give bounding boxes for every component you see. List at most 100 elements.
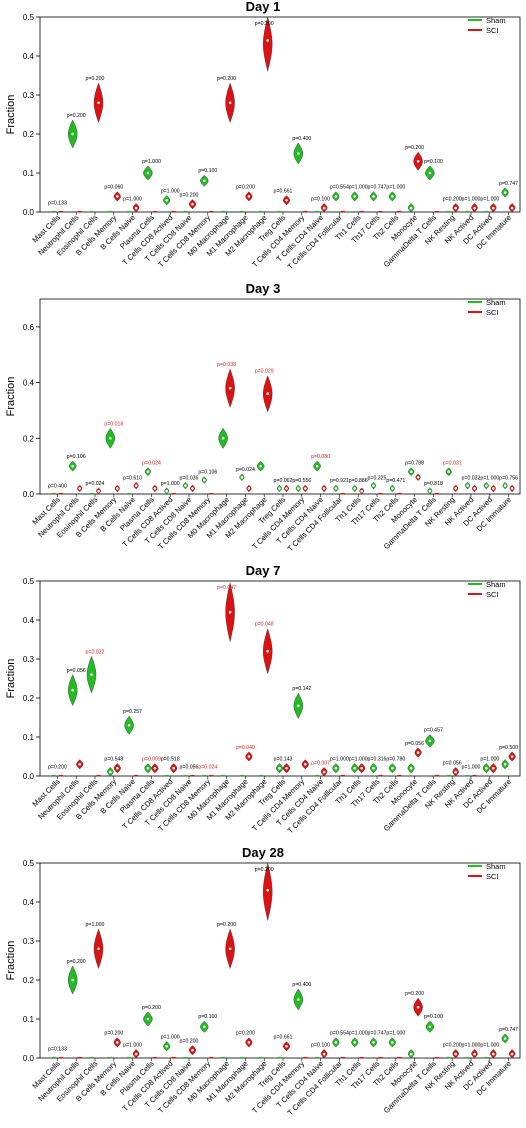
median-point bbox=[97, 101, 100, 105]
p-value-label: p=0.200 bbox=[180, 193, 199, 199]
p-value-label: p=0.106 bbox=[198, 470, 217, 476]
median-point bbox=[510, 1052, 514, 1056]
median-point bbox=[454, 1052, 458, 1056]
median-point bbox=[372, 195, 375, 198]
p-value-label: p=1.000 bbox=[161, 481, 180, 487]
median-point bbox=[71, 688, 74, 692]
p-value-label: p=1.000 bbox=[161, 189, 180, 195]
median-point bbox=[428, 171, 432, 175]
median-point bbox=[90, 673, 93, 676]
median-point bbox=[278, 487, 281, 490]
median-point bbox=[285, 199, 288, 202]
median-point bbox=[360, 489, 364, 493]
p-value-label: p=1.000 bbox=[349, 757, 368, 763]
p-value-label: p=1.000 bbox=[462, 764, 481, 770]
y-axis-label: Fraction bbox=[5, 377, 17, 417]
p-value-label: p=0.047 bbox=[217, 585, 236, 591]
p-value-label: p=0.788 bbox=[405, 461, 424, 467]
p-value-label: p=0.024 bbox=[86, 481, 105, 487]
y-tick-label: 0.2 bbox=[23, 694, 35, 703]
p-value-label: p=0.200 bbox=[142, 1005, 161, 1011]
p-value-label: p=0.100 bbox=[424, 159, 443, 165]
median-point bbox=[278, 766, 281, 770]
p-value-label: p=0.009 bbox=[142, 757, 161, 763]
y-tick-label: 0.3 bbox=[23, 91, 35, 100]
p-value-label: p=0.031 bbox=[443, 461, 462, 467]
median-point bbox=[391, 487, 394, 490]
p-value-label: p=0.100 bbox=[198, 168, 217, 174]
median-point bbox=[353, 487, 357, 490]
median-point bbox=[297, 152, 300, 155]
p-value-label: p=1.000 bbox=[86, 922, 105, 928]
median-point bbox=[221, 436, 225, 440]
median-point bbox=[503, 191, 507, 194]
median-point bbox=[353, 195, 357, 198]
p-value-label: p=0.200 bbox=[180, 1039, 199, 1045]
p-value-label: p=0.661 bbox=[274, 1035, 293, 1041]
median-point bbox=[503, 1037, 507, 1040]
y-axis-label: Fraction bbox=[5, 941, 17, 981]
y-tick-label: 0.4 bbox=[23, 898, 35, 907]
p-value-label: p=0.142 bbox=[292, 686, 311, 692]
y-tick-label: 0.2 bbox=[23, 130, 35, 139]
median-point bbox=[372, 1041, 375, 1044]
median-point bbox=[315, 464, 319, 468]
median-point bbox=[109, 436, 112, 440]
sci-violin bbox=[262, 862, 273, 921]
median-point bbox=[391, 766, 394, 770]
p-value-label: p=0.400 bbox=[292, 982, 311, 988]
median-point bbox=[146, 766, 150, 770]
legend-label: SCI bbox=[486, 590, 499, 599]
median-point bbox=[416, 1006, 420, 1009]
median-point bbox=[409, 1052, 413, 1056]
p-value-label: p=0.556 bbox=[292, 478, 311, 484]
median-point bbox=[247, 755, 251, 758]
y-tick-label: 0.5 bbox=[23, 859, 35, 868]
median-point bbox=[134, 1052, 138, 1056]
p-value-label: p=1.000 bbox=[123, 1042, 142, 1048]
median-point bbox=[409, 206, 413, 210]
p-value-label: p=0.024 bbox=[198, 764, 217, 770]
p-value-label: p=0.100 bbox=[311, 196, 330, 202]
y-tick-label: 0.1 bbox=[23, 1015, 35, 1024]
median-point bbox=[97, 489, 100, 493]
p-value-label: p=1.000 bbox=[161, 1035, 180, 1041]
median-point bbox=[503, 763, 507, 766]
p-value-label: p=0.747 bbox=[499, 1027, 518, 1033]
p-value-label: p=0.100 bbox=[198, 1014, 217, 1020]
median-point bbox=[409, 766, 413, 770]
legend-label: Sham bbox=[486, 580, 506, 589]
chart-title: Day 7 bbox=[245, 563, 281, 578]
p-value-label: p=0.257 bbox=[123, 709, 142, 715]
p-value-label: p=1.000 bbox=[330, 757, 349, 763]
median-point bbox=[485, 484, 488, 487]
p-value-label: p=0.747 bbox=[499, 181, 518, 187]
y-tick-label: 0.3 bbox=[23, 655, 35, 664]
y-axis-label: Fraction bbox=[5, 95, 17, 135]
p-value-label: p=0.200 bbox=[67, 959, 86, 965]
p-value-label: p=0.100 bbox=[424, 1014, 443, 1020]
median-point bbox=[372, 766, 375, 770]
y-tick-label: 0.4 bbox=[23, 379, 35, 388]
p-value-label: p=0.133 bbox=[48, 1046, 67, 1052]
p-value-label: p=0.200 bbox=[217, 922, 236, 928]
median-point bbox=[360, 766, 364, 770]
median-point bbox=[116, 1041, 119, 1044]
p-value-label: p=1.000 bbox=[123, 196, 142, 202]
p-value-label: p=0.200 bbox=[443, 196, 462, 202]
median-point bbox=[153, 487, 157, 490]
y-tick-label: 0.0 bbox=[23, 208, 35, 217]
median-point bbox=[334, 1041, 338, 1044]
median-point bbox=[247, 487, 251, 490]
median-point bbox=[247, 1041, 251, 1044]
median-point bbox=[409, 470, 413, 474]
y-axis-label: Fraction bbox=[5, 659, 17, 699]
median-point bbox=[454, 770, 458, 774]
median-point bbox=[266, 889, 270, 892]
legend-label: Sham bbox=[486, 298, 506, 307]
p-value-label: p=0.610 bbox=[123, 475, 142, 481]
median-point bbox=[247, 195, 251, 198]
